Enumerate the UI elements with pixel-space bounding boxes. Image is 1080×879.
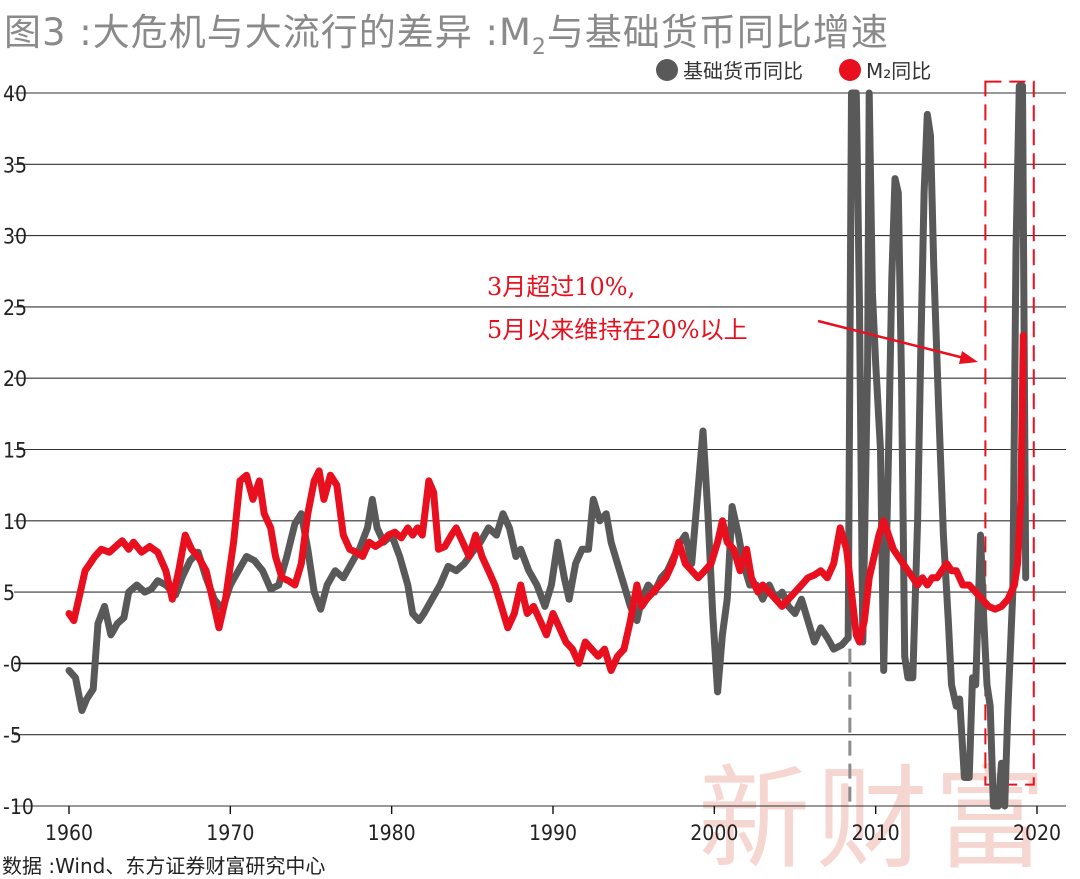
y-tick-label: 40 <box>3 82 27 106</box>
legend: 基础货币同比 M₂同比 <box>656 59 931 83</box>
y-tick-label: 25 <box>3 296 27 320</box>
y-tick-label: 35 <box>3 153 27 177</box>
series-layer <box>65 82 1030 810</box>
y-tick-label: -10 <box>3 795 34 819</box>
annotation-arrow-line <box>817 319 969 361</box>
x-tick-label: 1960 <box>45 821 93 845</box>
series-line-base-money <box>65 82 1030 810</box>
gridlines <box>14 92 1066 807</box>
annotation-line-1: 3月超过10%, <box>487 273 635 301</box>
legend-label-base-money: 基础货币同比 <box>683 59 803 83</box>
annotation-line-2: 5月以来维持在20%以上 <box>487 316 748 344</box>
y-tick-label: 20 <box>3 367 27 391</box>
source-note: 数据 :Wind、东方证券财富研究中心 <box>2 854 326 878</box>
legend-marker-base-money <box>656 59 678 81</box>
x-tick-label: 2010 <box>852 821 900 845</box>
watermark: 新财富 <box>698 755 1052 877</box>
x-axis-ticks: 1960 1970 1980 1990 2000 2010 2020 <box>45 806 1061 845</box>
y-tick-label: -5 <box>3 724 22 748</box>
y-tick-label: -0 <box>3 652 22 676</box>
annotation: 3月超过10%, 5月以来维持在20%以上 <box>487 273 978 364</box>
series-line-m2 <box>65 331 1027 674</box>
x-tick-label: 1970 <box>206 821 254 845</box>
legend-label-m2: M₂同比 <box>866 59 931 83</box>
x-tick-label: 2020 <box>1013 821 1061 845</box>
x-tick-label: 1990 <box>529 821 577 845</box>
y-tick-label: 10 <box>3 510 27 534</box>
y-tick-label: 15 <box>3 439 27 463</box>
x-tick-label: 2000 <box>690 821 738 845</box>
x-tick-label: 1980 <box>368 821 416 845</box>
annotation-arrow-head <box>959 351 978 364</box>
legend-marker-m2 <box>839 59 861 81</box>
highlight-box <box>984 80 1035 786</box>
y-tick-label: 5 <box>3 581 15 605</box>
y-tick-label: 30 <box>3 225 27 249</box>
chart-title: 图3 :大危机与大流行的差异 :M2与基础货币同比增速 <box>4 11 889 60</box>
y-axis-ticks: 40 35 30 25 20 15 10 5 -0 -5 -10 <box>3 82 34 819</box>
